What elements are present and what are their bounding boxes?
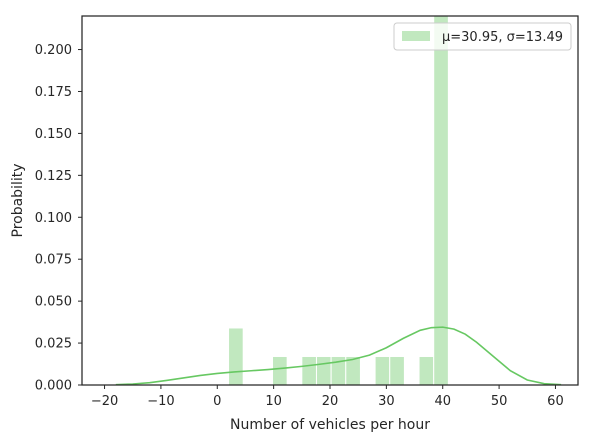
x-tick-label: 40 <box>434 394 451 409</box>
x-tick-label: 10 <box>265 394 282 409</box>
legend-label: μ=30.95, σ=13.49 <box>442 30 563 45</box>
y-tick-label: 0.100 <box>35 211 72 226</box>
legend: μ=30.95, σ=13.49 <box>393 22 572 51</box>
y-tick-label: 0.000 <box>35 379 72 394</box>
y-tick-label: 0.175 <box>35 85 72 100</box>
y-tick-label: 0.200 <box>35 43 72 58</box>
y-tick-label: 0.050 <box>35 295 72 310</box>
histogram-bar <box>272 355 288 386</box>
x-tick-label: 50 <box>491 394 508 409</box>
histogram-bar <box>301 355 317 386</box>
histogram-bar <box>228 327 244 386</box>
legend-swatch <box>402 31 430 41</box>
y-tick-label: 0.150 <box>35 127 72 142</box>
legend-box <box>393 22 572 51</box>
histogram-bar <box>374 355 391 386</box>
x-tick-label: 20 <box>322 394 339 409</box>
x-tick-label: 30 <box>378 394 395 409</box>
x-axis-label: Number of vehicles per hour <box>230 417 430 433</box>
histogram-bar <box>389 355 405 386</box>
histogram-bars <box>228 15 449 386</box>
axes-frame <box>81 15 579 386</box>
y-axis-label: Probability <box>10 163 26 237</box>
histogram-bar <box>433 15 449 386</box>
x-tick-label: 0 <box>213 394 221 409</box>
y-tick-label: 0.075 <box>35 253 72 268</box>
x-tick-label: −20 <box>91 394 118 409</box>
histogram-bar <box>418 355 435 386</box>
y-axis-ticks: 0.000 0.025 0.050 0.075 0.100 0.125 0.150 0.175… <box>35 43 82 394</box>
histogram-bar <box>315 355 332 386</box>
kde-curve <box>115 326 562 386</box>
x-tick-label: 60 <box>547 394 564 409</box>
x-tick-label: −10 <box>147 394 174 409</box>
y-tick-label: 0.125 <box>35 169 72 184</box>
x-axis-ticks: −20 −10 0 10 20 30 40 50 60 <box>91 385 564 409</box>
y-tick-label: 0.025 <box>35 337 72 352</box>
